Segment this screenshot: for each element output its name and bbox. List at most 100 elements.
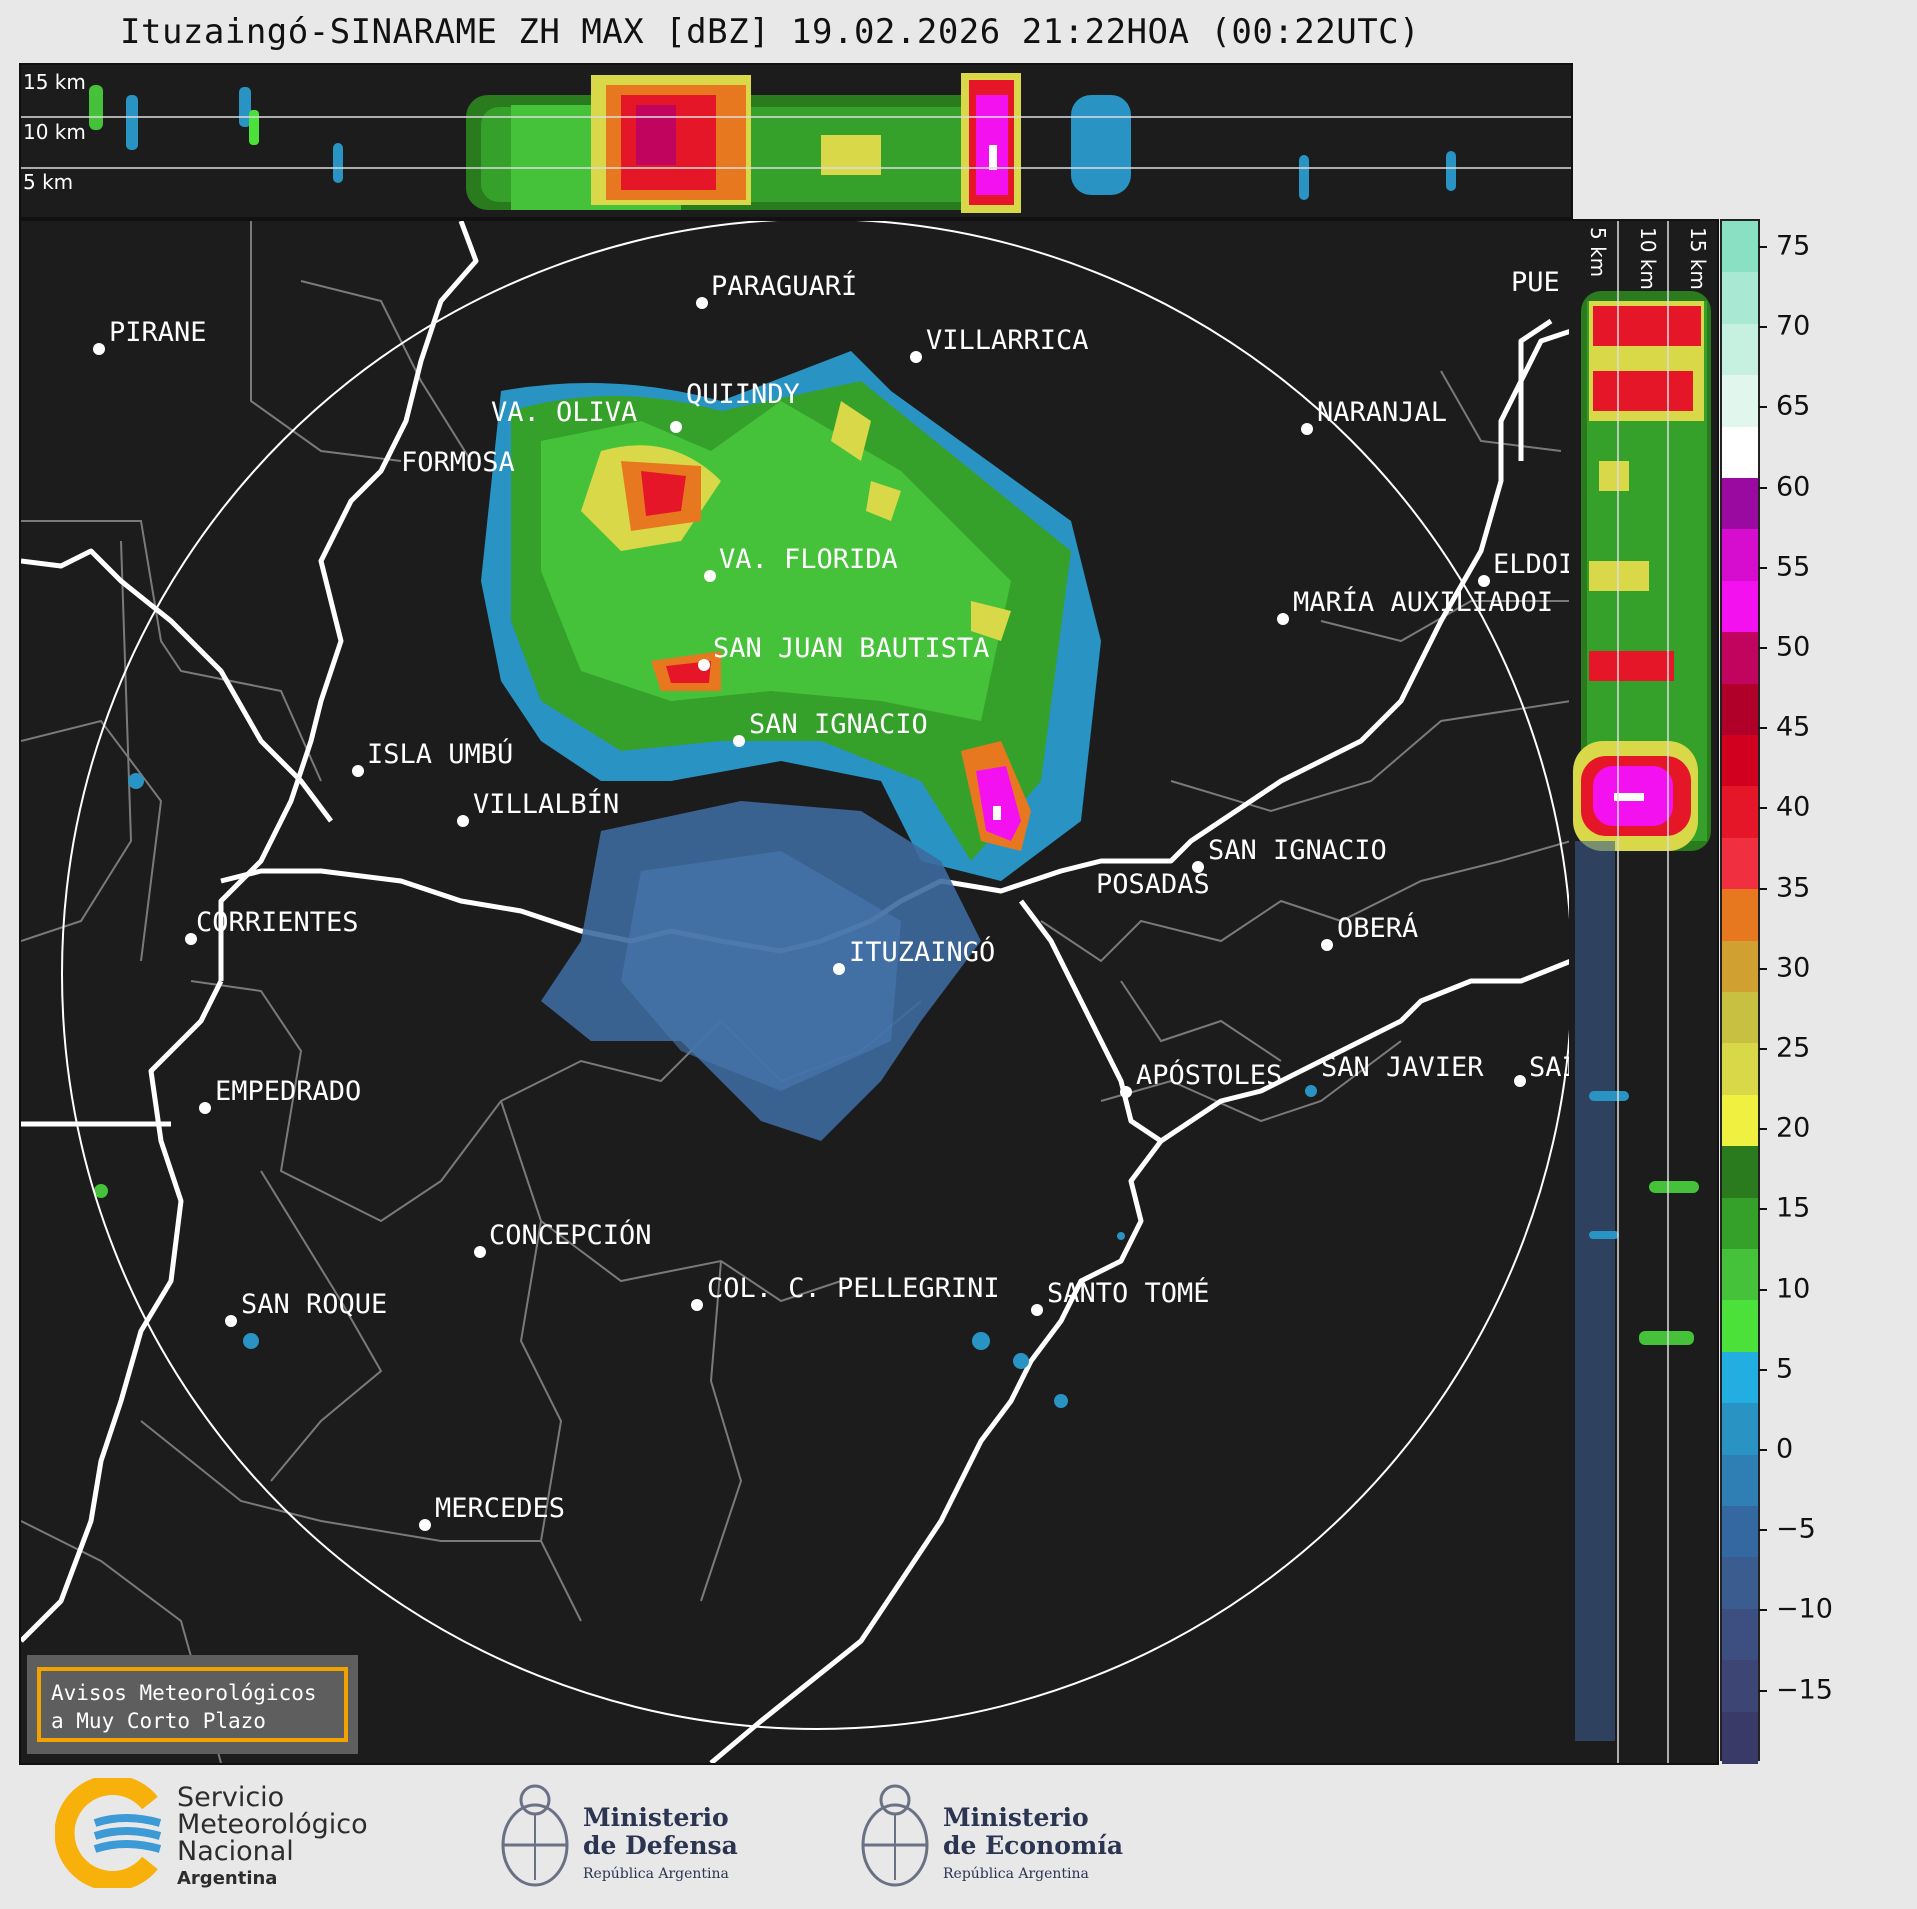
top-echo-scatter (126, 87, 1456, 200)
colorbar-band (1722, 1146, 1758, 1199)
colorbar-band (1722, 323, 1758, 377)
top-echo-main (466, 73, 1131, 213)
city-san-javier: SAN JAVIER (1321, 1052, 1484, 1083)
defensa-line-2: de Defensa (583, 1831, 738, 1860)
colorbar-band (1722, 1711, 1758, 1764)
svg-text:CONCEPCIÓN: CONCEPCIÓN (489, 1219, 652, 1251)
city-san-ignacio-py: SAN IGNACIO (733, 709, 928, 747)
city-villarrica: VILLARRICA (910, 325, 1089, 363)
colorbar-band (1722, 1557, 1758, 1610)
city-ituzaingo: ITUZAINGÓ (833, 936, 995, 975)
economia-logo: Ministerio de Economía República Argenti… (855, 1770, 1135, 1900)
city-apostoles: APÓSTOLES (1120, 1059, 1282, 1098)
city-san-roque: SAN ROQUE (225, 1289, 387, 1327)
svg-text:CORRIENTES: CORRIENTES (196, 907, 359, 938)
svg-text:MERCEDES: MERCEDES (435, 1493, 565, 1524)
colorbar-band (1722, 889, 1758, 942)
svg-text:SAI: SAI (1529, 1052, 1571, 1083)
svg-text:POSADAS: POSADAS (1096, 869, 1210, 900)
colorbar-band (1722, 272, 1758, 325)
colorbar-band (1722, 1351, 1758, 1405)
borders-rivers (21, 221, 1571, 1763)
colorbar-band (1722, 478, 1758, 531)
notice-box-inner: Avisos Meteorológicos a Muy Corto Plazo (37, 1667, 348, 1742)
city-eldorado: ELDOI (1478, 549, 1571, 587)
svg-text:FORMOSA: FORMOSA (401, 447, 515, 478)
colorbar-band (1722, 1506, 1758, 1559)
colorbar-band (1722, 1403, 1758, 1456)
svg-text:PUE: PUE (1511, 267, 1560, 298)
svg-text:COL. C. PELLEGRINI: COL. C. PELLEGRINI (707, 1273, 1000, 1304)
defensa-line-1: Ministerio (583, 1803, 729, 1832)
defensa-line-3: República Argentina (583, 1866, 729, 1882)
economia-line-2: de Economía (943, 1831, 1124, 1860)
notice-line-2: a Muy Corto Plazo (51, 1709, 266, 1733)
svg-text:ELDOI: ELDOI (1493, 549, 1571, 580)
colorbar-band (1722, 1249, 1758, 1302)
svg-text:SANTO TOMÉ: SANTO TOMÉ (1047, 1277, 1210, 1309)
colorbar-band (1722, 1300, 1758, 1353)
notice-box: Avisos Meteorológicos a Muy Corto Plazo (27, 1655, 358, 1754)
city-obera: OBERÁ (1321, 912, 1418, 951)
colorbar-band (1722, 940, 1758, 993)
svg-text:SAN JAVIER: SAN JAVIER (1321, 1052, 1484, 1083)
smn-logo: Servicio Meteorológico Nacional Argentin… (55, 1770, 395, 1900)
city-mercedes: MERCEDES (419, 1493, 565, 1531)
cities: PIRANE PARAGUARÍ VILLARRICA QUIINDY VA. … (93, 267, 1571, 1531)
side-label-10km: 10 km (1636, 227, 1660, 290)
radar-map: PIRANE PARAGUARÍ VILLARRICA QUIINDY VA. … (19, 219, 1573, 1765)
city-concepcion: CONCEPCIÓN (474, 1219, 652, 1258)
colorbar-band (1722, 1094, 1758, 1148)
colorbar-band (1722, 1043, 1758, 1096)
colorbar-band (1722, 221, 1758, 274)
svg-text:SAN IGNACIO: SAN IGNACIO (749, 709, 928, 740)
svg-text:QUIINDY: QUIINDY (686, 379, 800, 410)
city-formosa: FORMOSA (401, 447, 515, 478)
city-villalbin: VILLALBÍN (457, 788, 619, 827)
city-corrientes: CORRIENTES (185, 907, 359, 945)
colorbar-band (1722, 786, 1758, 839)
side-cross-section: 5 km 10 km 15 km (1569, 219, 1719, 1765)
colorbar-band (1722, 1197, 1758, 1250)
colorbar (1720, 219, 1760, 1764)
city-col-pellegrini: COL. C. PELLEGRINI (691, 1273, 1000, 1311)
svg-text:MARÍA AUXILIADOI: MARÍA AUXILIADOI (1293, 586, 1553, 618)
colorbar-band (1722, 1454, 1758, 1507)
svg-text:VILLALBÍN: VILLALBÍN (473, 788, 619, 820)
colorbar-band (1722, 375, 1758, 428)
colorbar-band (1722, 580, 1758, 634)
svg-text:SAN IGNACIO: SAN IGNACIO (1208, 835, 1387, 866)
map-title: Ituzaingó-SINARAME ZH MAX [dBZ] 19.02.20… (120, 12, 1421, 52)
svg-text:VILLARRICA: VILLARRICA (926, 325, 1089, 356)
city-santo-tome: SANTO TOMÉ (1031, 1277, 1210, 1316)
city-posadas: POSADAS (1096, 869, 1210, 900)
city-san-juan-bautista: SAN JUAN BAUTISTA (698, 633, 989, 671)
city-va-florida: VA. FLORIDA (704, 544, 898, 582)
svg-text:VA. OLIVA: VA. OLIVA (491, 397, 637, 428)
colorbar-band (1722, 683, 1758, 736)
reflectivity-echoes (94, 351, 1317, 1408)
side-echoes (1573, 291, 1711, 1741)
city-sai: SAI (1514, 1052, 1571, 1087)
city-san-ignacio-ar: SAN IGNACIO (1192, 835, 1387, 873)
economia-line-3: República Argentina (943, 1866, 1089, 1882)
top-label-5km: 5 km (23, 170, 73, 194)
city-empedrado: EMPEDRADO (199, 1076, 361, 1114)
colorbar-band (1722, 1608, 1758, 1662)
colorbar-band (1722, 632, 1758, 685)
side-label-15km: 15 km (1686, 227, 1710, 290)
side-label-5km: 5 km (1586, 227, 1610, 277)
svg-text:NARANJAL: NARANJAL (1317, 397, 1447, 428)
city-pirane: PIRANE (93, 317, 207, 355)
coat-of-arms-icon (501, 1784, 569, 1887)
svg-text:APÓSTOLES: APÓSTOLES (1136, 1059, 1282, 1091)
smn-logo-icon (55, 1778, 162, 1888)
colorbar-band (1722, 992, 1758, 1045)
svg-text:ISLA UMBÚ: ISLA UMBÚ (367, 738, 513, 770)
city-quiindy: QUIINDY (686, 379, 800, 410)
svg-text:EMPEDRADO: EMPEDRADO (215, 1076, 361, 1107)
admin-boundaries (21, 221, 1571, 1763)
city-maria-auxiliadora: MARÍA AUXILIADOI (1277, 586, 1553, 625)
svg-text:ITUZAINGÓ: ITUZAINGÓ (849, 936, 995, 968)
smn-line-2: Meteorológico (177, 1809, 368, 1840)
